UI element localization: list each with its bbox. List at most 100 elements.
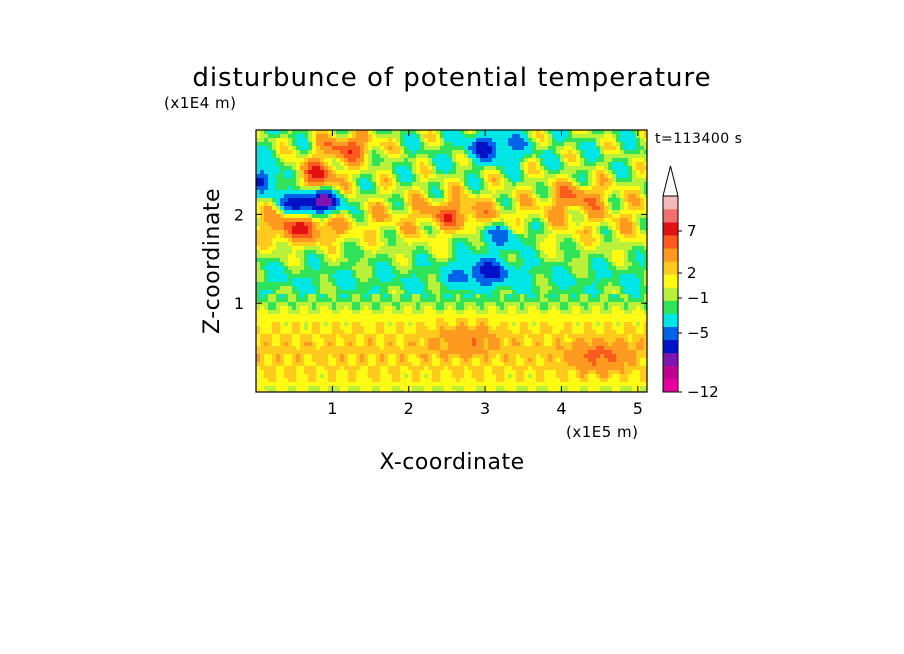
field-cell: [300, 222, 305, 227]
field-cell: [316, 250, 321, 255]
field-cell: [368, 150, 373, 155]
field-cell: [452, 294, 457, 299]
field-cell: [276, 186, 281, 191]
field-cell: [292, 330, 297, 335]
field-cell: [612, 134, 617, 139]
field-cell: [484, 310, 489, 315]
field-cell: [480, 250, 485, 255]
field-cell: [508, 190, 513, 195]
field-cell: [604, 262, 609, 267]
field-cell: [316, 306, 321, 311]
field-cell: [572, 290, 577, 295]
field-cell: [508, 302, 513, 307]
field-cell: [372, 194, 377, 199]
field-cell: [344, 242, 349, 247]
field-cell: [296, 282, 301, 287]
field-cell: [408, 194, 413, 199]
field-cell: [336, 230, 341, 235]
field-cell: [424, 162, 429, 167]
field-cell: [404, 330, 409, 335]
field-cell: [288, 150, 293, 155]
field-cell: [520, 278, 525, 283]
field-cell: [476, 162, 481, 167]
field-cell: [616, 130, 621, 135]
field-cell: [556, 306, 561, 311]
field-cell: [380, 286, 385, 291]
field-cell: [292, 150, 297, 155]
field-cell: [512, 294, 517, 299]
field-cell: [584, 310, 589, 315]
field-cell: [628, 150, 633, 155]
field-cell: [476, 182, 481, 187]
field-cell: [512, 206, 517, 211]
field-cell: [476, 190, 481, 195]
field-cell: [372, 318, 377, 323]
field-cell: [312, 274, 317, 279]
field-cell: [356, 186, 361, 191]
field-cell: [316, 262, 321, 267]
field-cell: [440, 190, 445, 195]
field-cell: [500, 302, 505, 307]
field-cell: [592, 166, 597, 171]
field-cell: [264, 298, 269, 303]
field-cell: [268, 222, 273, 227]
field-cell: [516, 214, 521, 219]
field-cell: [524, 306, 529, 311]
field-cell: [500, 214, 505, 219]
field-cell: [264, 258, 269, 263]
field-cell: [424, 174, 429, 179]
field-cell: [404, 294, 409, 299]
field-cell: [512, 306, 517, 311]
field-cell: [396, 206, 401, 211]
field-cell: [584, 234, 589, 239]
field-cell: [620, 138, 625, 143]
field-cell: [576, 258, 581, 263]
field-cell: [324, 146, 329, 151]
field-cell: [304, 170, 309, 175]
field-cell: [412, 186, 417, 191]
field-cell: [552, 242, 557, 247]
field-cell: [492, 242, 497, 247]
field-cell: [292, 298, 297, 303]
field-cell: [588, 298, 593, 303]
field-cell: [308, 246, 313, 251]
field-cell: [300, 154, 305, 159]
field-cell: [280, 326, 285, 331]
field-cell: [388, 134, 393, 139]
field-cell: [472, 174, 477, 179]
field-cell: [568, 146, 573, 151]
field-cell: [296, 270, 301, 275]
field-cell: [280, 166, 285, 171]
field-cell: [512, 222, 517, 227]
field-cell: [500, 242, 505, 247]
field-cell: [356, 278, 361, 283]
field-cell: [416, 246, 421, 251]
field-cell: [432, 134, 437, 139]
field-cell: [616, 202, 621, 207]
field-cell: [476, 262, 481, 267]
field-cell: [440, 174, 445, 179]
field-cell: [276, 162, 281, 167]
field-cell: [520, 306, 525, 311]
field-cell: [376, 250, 381, 255]
field-cell: [644, 286, 647, 291]
field-cell: [572, 270, 577, 275]
field-cell: [616, 134, 621, 139]
field-cell: [296, 254, 301, 259]
field-cell: [256, 214, 261, 219]
field-cell: [264, 282, 269, 287]
field-cell: [316, 158, 321, 163]
field-cell: [356, 310, 361, 315]
field-cell: [416, 194, 421, 199]
field-cell: [292, 250, 297, 255]
field-cell: [272, 258, 277, 263]
field-cell: [300, 230, 305, 235]
field-cell: [584, 154, 589, 159]
field-cell: [292, 206, 297, 211]
field-cell: [360, 162, 365, 167]
field-cell: [552, 226, 557, 231]
field-cell: [380, 130, 385, 135]
field-cell: [460, 314, 465, 319]
field-cell: [496, 242, 501, 247]
field-cell: [584, 206, 589, 211]
